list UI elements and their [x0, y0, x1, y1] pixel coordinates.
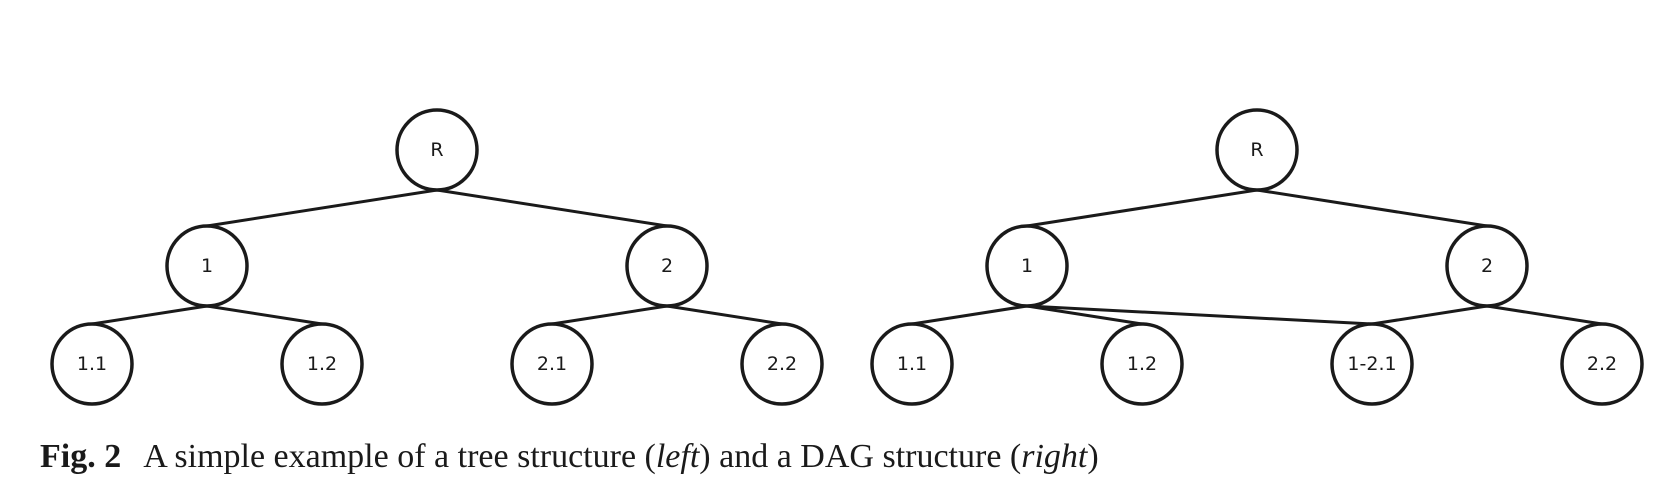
dag-node-circle-1 — [985, 224, 1069, 308]
tree-node-1: 1 — [165, 224, 249, 308]
dag-node-1-2: 1.2 — [1100, 322, 1184, 406]
dag-node-label-2-2: 2.2 — [1587, 353, 1617, 375]
tree-edge-R-to-2 — [436, 188, 668, 228]
tree-node-circle-1-2 — [280, 322, 364, 406]
tree-node-2-2: 2.2 — [740, 322, 824, 406]
dag-node-1-2-1: 1-2.1 — [1330, 322, 1414, 406]
tree-node-label-2-2: 2.2 — [767, 353, 797, 375]
dag-node-label-2: 2 — [1481, 255, 1493, 277]
dag-node-1: 1 — [985, 224, 1069, 308]
tree-node-circle-R — [395, 108, 479, 192]
tree-diagram: R 1 2 1.1 1.2 2.1 2.2 — [50, 108, 824, 406]
tree-node-1-2: 1.2 — [280, 322, 364, 406]
tree-edge-2-to-2-1 — [551, 304, 668, 326]
caption-text-a: A simple example of a tree structure ( — [143, 438, 656, 475]
figure-caption: Fig. 2 A simple example of a tree structu… — [40, 438, 1099, 476]
tree-node-circle-1 — [165, 224, 249, 308]
dag-node-1-1: 1.1 — [870, 322, 954, 406]
dag-node-circle-R — [1215, 108, 1299, 192]
dag-edge-R-to-1 — [1026, 188, 1258, 228]
dag-node-circle-1-1 — [870, 322, 954, 406]
dag-edge-2-to-1-2-1 — [1371, 304, 1488, 326]
dag-diagram: R 1 2 1.1 1.2 1-2.1 2.2 — [870, 108, 1644, 406]
dag-node-label-1-1: 1.1 — [897, 353, 927, 375]
dag-edge-1-to-1-2-1 — [1026, 304, 1373, 326]
tree-node-circle-1-1 — [50, 322, 134, 406]
caption-text-c: ) — [1087, 438, 1099, 475]
tree-node-circle-2-2 — [740, 322, 824, 406]
tree-node-R: R — [395, 108, 479, 192]
dag-node-label-R: R — [1250, 139, 1263, 161]
dag-node-label-1: 1 — [1021, 255, 1033, 277]
tree-node-2-1: 2.1 — [510, 322, 594, 406]
dag-node-circle-2-2 — [1560, 322, 1644, 406]
tree-node-label-1: 1 — [201, 255, 213, 277]
dag-node-circle-1-2-1 — [1330, 322, 1414, 406]
caption-right-word: right — [1021, 438, 1088, 475]
tree-node-2: 2 — [625, 224, 709, 308]
caption-left-word: left — [655, 438, 700, 475]
figure-number: Fig. 2 — [40, 438, 122, 475]
tree-node-label-2: 2 — [661, 255, 673, 277]
dag-node-R: R — [1215, 108, 1299, 192]
tree-node-1-1: 1.1 — [50, 322, 134, 406]
tree-node-circle-2 — [625, 224, 709, 308]
caption-text-b: ) and a DAG structure ( — [699, 438, 1022, 475]
tree-edge-1-to-1-2 — [206, 304, 323, 326]
dag-edge-2-to-2-2 — [1486, 304, 1603, 326]
tree-node-label-R: R — [430, 139, 443, 161]
tree-and-dag-diagram: R 1 2 1.1 1.2 2.1 2.2 R 1 2 1.1 1.2 1-2.1 2.2 — [50, 108, 1644, 406]
tree-node-circle-2-1 — [510, 322, 594, 406]
tree-edge-2-to-2-2 — [666, 304, 783, 326]
dag-edge-1-to-1-1 — [911, 304, 1028, 326]
tree-edge-1-to-1-1 — [91, 304, 208, 326]
tree-node-label-1-2: 1.2 — [307, 353, 337, 375]
dag-node-circle-2 — [1445, 224, 1529, 308]
dag-node-label-1-2-1: 1-2.1 — [1347, 353, 1396, 375]
dag-edge-1-to-1-2 — [1026, 304, 1143, 326]
dag-node-circle-1-2 — [1100, 322, 1184, 406]
dag-edge-R-to-2 — [1256, 188, 1488, 228]
tree-node-label-1-1: 1.1 — [77, 353, 107, 375]
dag-node-2-2: 2.2 — [1560, 322, 1644, 406]
tree-node-label-2-1: 2.1 — [537, 353, 567, 375]
dag-node-2: 2 — [1445, 224, 1529, 308]
dag-node-label-1-2: 1.2 — [1127, 353, 1157, 375]
tree-edge-R-to-1 — [206, 188, 438, 228]
